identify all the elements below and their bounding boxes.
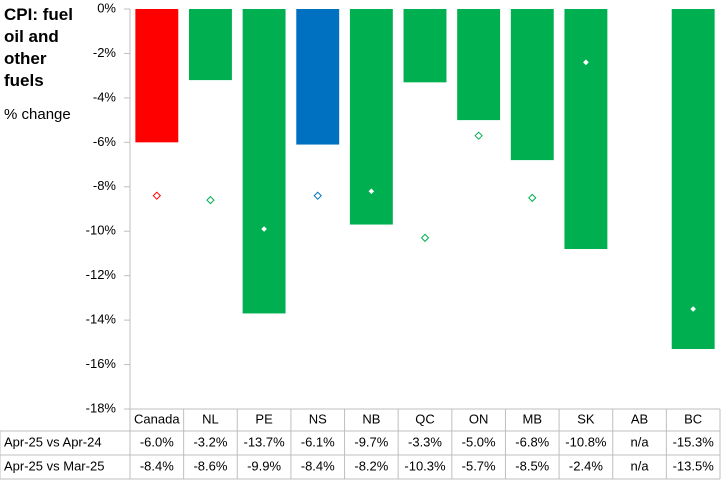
x-tick-label: PE xyxy=(255,411,273,426)
table-value: -9.9% xyxy=(247,458,281,473)
bar xyxy=(189,9,232,81)
table-value: -6.1% xyxy=(301,434,335,449)
table-value: -8.5% xyxy=(515,458,549,473)
x-tick-label: NL xyxy=(202,411,219,426)
table-value: -5.7% xyxy=(462,458,496,473)
bar xyxy=(457,9,501,121)
x-tick-label: Canada xyxy=(134,411,180,426)
x-tick-label: ON xyxy=(469,411,489,426)
table-value: -8.4% xyxy=(301,458,335,473)
marker xyxy=(206,195,215,205)
marker xyxy=(581,58,591,67)
x-tick-label: BC xyxy=(684,411,702,426)
bar xyxy=(564,9,608,249)
y-tick-label: -10% xyxy=(86,223,117,238)
table-value: -9.7% xyxy=(354,434,388,449)
chart-subtitle: % change xyxy=(4,106,71,123)
marker xyxy=(528,193,537,203)
y-tick-label: -12% xyxy=(86,267,117,282)
marker xyxy=(688,304,698,314)
y-tick-label: -6% xyxy=(93,134,117,149)
x-tick-label: MB xyxy=(523,411,543,426)
bar xyxy=(296,9,340,145)
y-tick-label: -4% xyxy=(93,89,117,104)
table-value: -3.2% xyxy=(193,434,227,449)
table-value: -8.6% xyxy=(193,458,227,473)
table-value: -2.4% xyxy=(569,458,603,473)
bar xyxy=(135,9,179,143)
marker xyxy=(420,233,430,243)
bar xyxy=(403,9,447,83)
bar xyxy=(671,9,715,349)
x-tick-label: NS xyxy=(309,411,327,426)
table-value: -15.3% xyxy=(673,434,715,449)
x-tick-label: SK xyxy=(577,411,595,426)
marker xyxy=(152,191,162,200)
marker xyxy=(367,187,376,196)
table-value: -10.8% xyxy=(565,434,607,449)
bar xyxy=(510,9,554,161)
table-value: -10.3% xyxy=(404,458,446,473)
marker xyxy=(474,131,483,140)
table-value: n/a xyxy=(631,434,650,449)
table-value: -6.8% xyxy=(515,434,549,449)
table-value: -13.7% xyxy=(243,434,285,449)
marker xyxy=(259,224,269,234)
legend-label: Apr-25 vs Apr-24 xyxy=(4,434,102,449)
marker xyxy=(313,191,322,200)
x-tick-label: NB xyxy=(362,411,380,426)
y-tick-label: 0% xyxy=(97,0,116,15)
y-tick-label: -14% xyxy=(86,312,117,327)
table-value: n/a xyxy=(631,458,650,473)
x-tick-label: AB xyxy=(631,411,648,426)
table-value: -6.0% xyxy=(140,434,174,449)
table-value: -13.5% xyxy=(673,458,715,473)
x-tick-label: QC xyxy=(415,411,435,426)
y-tick-label: -8% xyxy=(93,178,117,193)
table-value: -5.0% xyxy=(462,434,496,449)
bar xyxy=(242,9,286,314)
table-value: -8.4% xyxy=(140,458,174,473)
legend-label: Apr-25 vs Mar-25 xyxy=(4,458,104,473)
table-value: -3.3% xyxy=(408,434,442,449)
y-tick-label: -2% xyxy=(93,45,117,60)
y-tick-label: -16% xyxy=(86,356,117,371)
table-value: -8.2% xyxy=(354,458,388,473)
chart-title: CPI: fuel oil and other fuels xyxy=(4,5,73,90)
y-tick-label: -18% xyxy=(86,400,117,415)
